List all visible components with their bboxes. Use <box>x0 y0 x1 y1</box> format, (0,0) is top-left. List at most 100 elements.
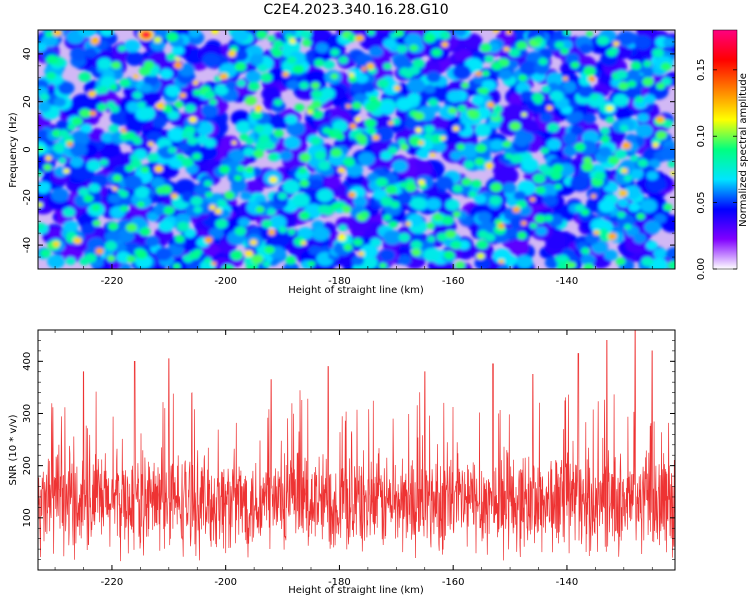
heatmap-cell <box>140 83 153 94</box>
heatmap-cell <box>625 133 637 143</box>
heatmap-cell <box>282 71 289 78</box>
heatmap-cell <box>287 56 297 65</box>
heatmap-cell <box>337 167 346 174</box>
heatmap-cell <box>297 86 315 100</box>
heatmap-cell <box>251 254 264 264</box>
heatmap-cell <box>609 47 619 55</box>
heatmap-cell <box>563 76 569 81</box>
heatmap-cell <box>269 215 287 229</box>
heatmap-cell <box>234 61 247 72</box>
heatmap-cell <box>450 240 462 250</box>
heatmap-cell <box>284 114 298 125</box>
heatmap-cell <box>119 263 132 269</box>
heatmap-cell <box>235 120 252 134</box>
heatmap-cell <box>504 153 513 160</box>
heatmap-cell <box>535 186 546 195</box>
heatmap-cell <box>585 233 599 245</box>
heatmap-cell <box>106 101 116 109</box>
heatmap-cell <box>67 124 76 131</box>
heatmap-cell <box>89 110 97 117</box>
heatmap-cell <box>91 203 101 212</box>
heatmap-cell <box>457 105 467 113</box>
heatmap-cell <box>65 256 76 266</box>
heatmap-cell <box>204 257 212 264</box>
heatmap-cell <box>533 62 550 75</box>
heatmap-cell <box>345 104 351 109</box>
heatmap-cell <box>430 133 443 144</box>
heatmap-cell <box>101 132 115 143</box>
heatmap-cell <box>665 247 675 261</box>
heatmap-cell <box>57 81 75 95</box>
heatmap-cell <box>643 94 656 104</box>
heatmap-cell <box>505 227 519 238</box>
heatmap-cell <box>512 206 520 213</box>
heatmap-cell <box>379 102 395 115</box>
heatmap-cell <box>410 240 422 250</box>
heatmap-cell <box>398 232 410 243</box>
heatmap-cell <box>225 80 237 90</box>
heatmap-cell <box>278 226 288 234</box>
heatmap-cell <box>153 36 162 43</box>
heatmap-cell <box>146 211 160 222</box>
heatmap-cell <box>552 163 564 173</box>
heatmap-cell <box>78 72 91 82</box>
heatmap-cell <box>338 224 347 232</box>
heatmap-cell <box>461 178 472 187</box>
heatmap-cell <box>388 146 398 155</box>
heatmap-cell <box>410 197 426 210</box>
heatmap-cell <box>58 129 69 138</box>
heatmap-cell <box>45 155 52 161</box>
heatmap-cell <box>490 112 499 119</box>
heatmap-cell <box>634 35 652 50</box>
heatmap-y-ticks: -40 -20 0 20 40 <box>22 29 675 270</box>
heatmap-cell <box>179 92 187 98</box>
heatmap-cell <box>239 133 249 141</box>
heatmap-cell <box>307 110 313 115</box>
heatmap-cell <box>413 111 425 121</box>
heatmap-cell <box>396 192 413 205</box>
heatmap-cell <box>574 142 586 152</box>
heatmap-cell <box>100 30 114 37</box>
heatmap-cell <box>388 220 398 228</box>
heatmap-cell <box>253 149 264 159</box>
heatmap-cell <box>630 168 644 180</box>
heatmap-cell <box>174 101 184 109</box>
heatmap-cell <box>444 229 457 239</box>
snr-series-line <box>38 330 675 562</box>
heatmap-cell <box>477 230 489 239</box>
heatmap-cell <box>598 146 612 157</box>
x-tick-label: -140 <box>556 276 579 287</box>
heatmap-cell <box>264 245 275 255</box>
heatmap-cell <box>546 72 564 87</box>
heatmap-cell <box>493 30 500 34</box>
heatmap-cell <box>312 110 324 119</box>
heatmap-cell <box>615 257 626 266</box>
heatmap-cell <box>294 103 305 112</box>
heatmap-cell <box>174 179 196 196</box>
heatmap-cell <box>219 165 230 174</box>
heatmap-cell <box>404 117 421 130</box>
heatmap-cell <box>166 31 179 42</box>
heatmap-cell <box>614 149 627 160</box>
heatmap-cell <box>585 30 594 37</box>
heatmap-cell <box>565 53 580 65</box>
heatmap-cell <box>286 121 306 137</box>
heatmap-cell <box>192 80 199 86</box>
heatmap-cell <box>649 258 668 269</box>
heatmap-cell <box>180 233 205 253</box>
heatmap-cell <box>351 101 362 110</box>
heatmap-cell <box>216 199 227 208</box>
heatmap-cell <box>53 97 67 108</box>
heatmap-cell <box>279 150 293 161</box>
heatmap-cell <box>190 196 203 206</box>
heatmap-cell <box>476 240 489 250</box>
heatmap-cell <box>63 168 70 174</box>
heatmap-cell <box>209 204 216 211</box>
y-tick-label: 20 <box>22 95 33 108</box>
heatmap-cell <box>615 70 628 80</box>
heatmap-cell <box>473 74 486 85</box>
heatmap-cell <box>394 85 401 91</box>
heatmap-cell <box>529 222 538 229</box>
heatmap-cell <box>452 184 463 193</box>
heatmap-cell <box>663 203 673 211</box>
